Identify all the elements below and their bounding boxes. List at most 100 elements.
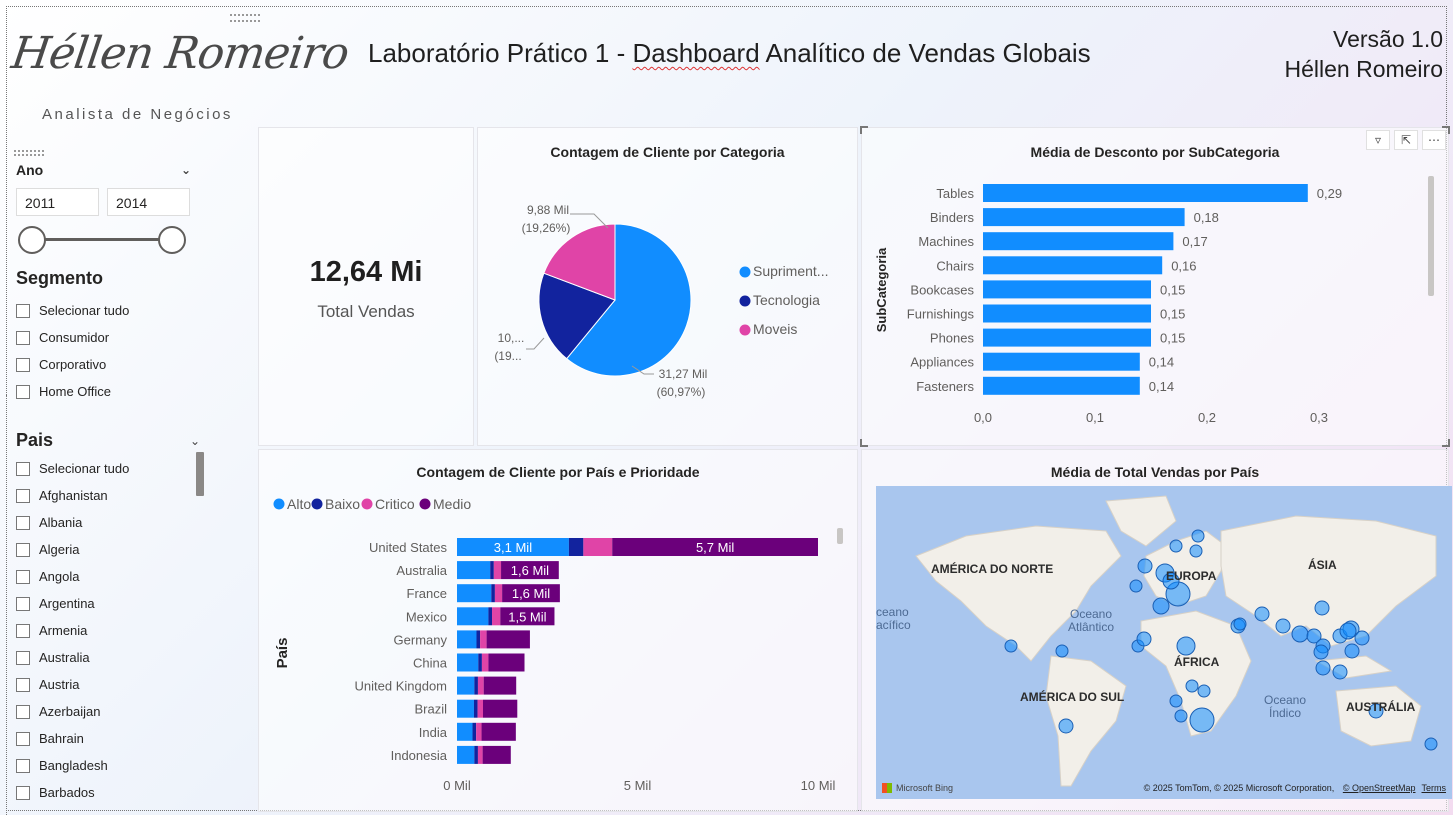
stacked-segment-critico[interactable]	[494, 584, 503, 603]
checkbox[interactable]	[16, 758, 30, 773]
map-bubble[interactable]	[1314, 600, 1330, 616]
segmento-item[interactable]: Selecionar tudo	[16, 297, 216, 324]
stacked-segment-medio[interactable]	[481, 722, 516, 741]
bar-furnishings[interactable]	[983, 304, 1151, 323]
stacked-segment-medio[interactable]	[486, 630, 530, 649]
year-range-slider[interactable]	[16, 224, 191, 254]
checkbox[interactable]	[16, 384, 30, 399]
checkbox[interactable]	[16, 704, 30, 719]
chevron-down-icon[interactable]: ⌄	[189, 433, 200, 448]
pais-item[interactable]: Selecionar tudo	[16, 455, 206, 482]
map-bubble[interactable]	[1004, 639, 1018, 653]
slider-track[interactable]	[30, 238, 177, 241]
bar-chart-scrollbar[interactable]	[1428, 176, 1434, 296]
pais-item[interactable]: Afghanistan	[16, 482, 206, 509]
stacked-segment-medio[interactable]	[500, 607, 555, 626]
pais-scrollbar[interactable]	[196, 452, 204, 496]
slider-thumb-end[interactable]	[158, 226, 186, 254]
map-bubble[interactable]	[1137, 558, 1153, 574]
map-card[interactable]: Média de Total Vendas por País AMÉRICA D…	[861, 449, 1452, 812]
map-bubble[interactable]	[1275, 618, 1291, 634]
map-bubble[interactable]	[1189, 544, 1203, 558]
resize-handle[interactable]	[860, 126, 868, 134]
map-bubble[interactable]	[1332, 664, 1348, 680]
stacked-chart-card[interactable]: Contagem de Cliente por País e Prioridad…	[258, 449, 858, 812]
bar-binders[interactable]	[983, 208, 1185, 227]
stacked-segment-critico[interactable]	[583, 538, 613, 556]
stacked-segment-baixo[interactable]	[476, 630, 481, 649]
pais-item[interactable]: Austria	[16, 671, 206, 698]
bar-bookcases[interactable]	[983, 280, 1151, 299]
checkbox[interactable]	[16, 596, 30, 611]
drag-handle-dots[interactable]	[230, 14, 260, 22]
map-bubble[interactable]	[1174, 709, 1188, 723]
checkbox[interactable]	[16, 623, 30, 638]
checkbox[interactable]	[16, 461, 30, 476]
stacked-segment-critico[interactable]	[477, 676, 484, 695]
stacked-segment-medio[interactable]	[501, 561, 559, 580]
stacked-segment-critico[interactable]	[481, 653, 489, 672]
map-bubble[interactable]	[1189, 707, 1215, 733]
stacked-segment-critico[interactable]	[492, 607, 501, 626]
bar-chart-card[interactable]: Média de Desconto por SubCategoria ▿ ⇱ ⋯…	[860, 126, 1450, 447]
stacked-segment-alto[interactable]	[457, 538, 569, 556]
segmento-item[interactable]: Corporativo	[16, 351, 216, 378]
bar-tables[interactable]	[983, 184, 1308, 202]
checkbox[interactable]	[16, 488, 30, 503]
stacked-segment-medio[interactable]	[488, 653, 525, 672]
stacked-segment-alto[interactable]	[457, 584, 492, 603]
bar-chairs[interactable]	[983, 256, 1163, 275]
map-bubble[interactable]	[1055, 644, 1069, 658]
stacked-segment-baixo[interactable]	[474, 745, 478, 764]
stacked-segment-medio[interactable]	[482, 745, 511, 764]
stacked-segment-medio[interactable]	[502, 584, 560, 603]
checkbox[interactable]	[16, 650, 30, 665]
chevron-down-icon[interactable]: ⌄	[180, 163, 191, 177]
bar-appliances[interactable]	[983, 352, 1140, 371]
bar-phones[interactable]	[983, 328, 1151, 347]
stacked-chart-scrollbar[interactable]	[837, 528, 843, 544]
focus-mode-icon[interactable]: ⇱	[1394, 130, 1418, 150]
map-bubble[interactable]	[1185, 679, 1199, 693]
bar-machines[interactable]	[983, 232, 1174, 251]
stacked-segment-baixo[interactable]	[474, 676, 478, 695]
stacked-segment-alto[interactable]	[457, 745, 475, 764]
resize-handle[interactable]	[860, 439, 868, 447]
map-bubble[interactable]	[1197, 684, 1211, 698]
stacked-segment-baixo[interactable]	[488, 607, 493, 626]
pais-item[interactable]: Armenia	[16, 617, 206, 644]
pie-slice-tecnologia[interactable]	[538, 272, 616, 360]
map-bubble[interactable]	[1191, 529, 1205, 543]
pais-item[interactable]: Azerbaijan	[16, 698, 206, 725]
map-bubble[interactable]	[1306, 628, 1322, 644]
pais-item[interactable]: Algeria	[16, 536, 206, 563]
checkbox[interactable]	[16, 677, 30, 692]
resize-handle[interactable]	[1442, 439, 1450, 447]
stacked-segment-alto[interactable]	[457, 630, 477, 649]
map-bubble[interactable]	[1169, 694, 1183, 708]
pie-chart-card[interactable]: Contagem de Cliente por Categoria 9,88 M…	[477, 127, 858, 446]
bar-fasteners[interactable]	[983, 376, 1140, 395]
world-map[interactable]: AMÉRICA DO NORTE EUROPA ÁSIA ÁFRICA AMÉR…	[876, 486, 1452, 799]
segmento-item[interactable]: Home Office	[16, 378, 216, 405]
terms-link[interactable]: Terms	[1421, 783, 1447, 793]
pais-item[interactable]: Barbados	[16, 779, 206, 806]
map-bubble[interactable]	[1233, 617, 1247, 631]
pais-item[interactable]: Argentina	[16, 590, 206, 617]
map-bubble[interactable]	[1162, 572, 1180, 590]
stacked-segment-baixo[interactable]	[491, 584, 495, 603]
checkbox[interactable]	[16, 303, 30, 318]
stacked-segment-alto[interactable]	[457, 676, 475, 695]
map-bubble[interactable]	[1291, 625, 1309, 643]
map-bubble[interactable]	[1313, 644, 1329, 660]
checkbox[interactable]	[16, 569, 30, 584]
map-bubble[interactable]	[1176, 636, 1196, 656]
slicer-drag-handle[interactable]	[14, 150, 44, 156]
checkbox[interactable]	[16, 330, 30, 345]
map-bubble[interactable]	[1169, 539, 1183, 553]
map-bubble[interactable]	[1315, 660, 1331, 676]
stacked-segment-alto[interactable]	[457, 653, 479, 672]
map-bubble[interactable]	[1424, 737, 1438, 751]
osm-link[interactable]: © OpenStreetMap	[1342, 783, 1416, 793]
stacked-segment-critico[interactable]	[480, 630, 487, 649]
